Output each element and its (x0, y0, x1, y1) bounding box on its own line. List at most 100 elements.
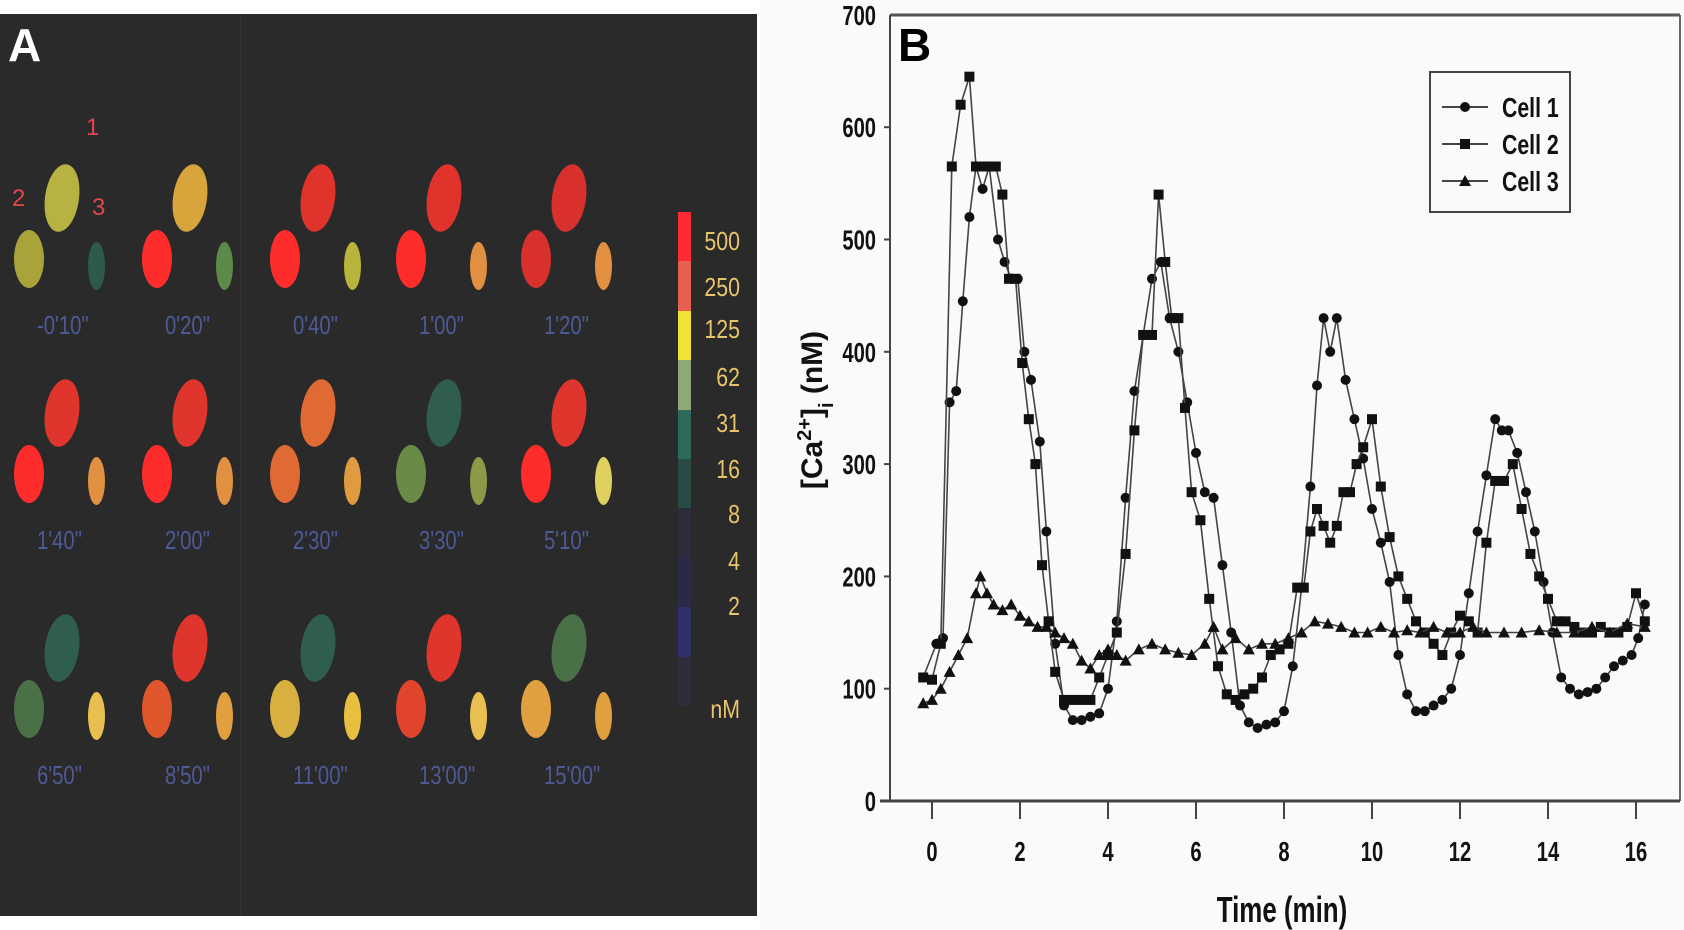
data-point-cell-3 (1005, 598, 1018, 610)
data-point-cell-1 (1270, 717, 1281, 728)
data-point-cell-3 (1172, 646, 1185, 658)
cell-2-image (396, 230, 426, 288)
cell-1-image (422, 376, 466, 450)
data-point-cell-1 (1582, 687, 1593, 698)
data-point-cell-2 (1499, 475, 1509, 486)
cell-number-label: 2 (12, 185, 26, 212)
data-point-cell-2 (1455, 610, 1465, 621)
data-point-cell-1 (1481, 470, 1492, 481)
data-point-cell-1 (1626, 650, 1637, 661)
data-point-cell-1 (1076, 715, 1087, 726)
data-point-cell-3 (1440, 626, 1453, 638)
data-point-cell-1 (1340, 374, 1351, 385)
data-point-cell-1 (1609, 661, 1619, 672)
data-point-cell-2 (997, 189, 1008, 200)
data-point-cell-2 (1030, 459, 1041, 470)
data-point-cell-2 (1587, 627, 1597, 638)
y-tick-label: 100 (842, 675, 876, 706)
data-point-cell-3 (1295, 626, 1308, 638)
data-point-cell-2 (1213, 661, 1223, 672)
data-point-cell-2 (1516, 504, 1527, 515)
data-point-cell-2 (1180, 402, 1190, 413)
cell-2-image (142, 230, 172, 288)
data-point-cell-1 (1490, 414, 1501, 425)
data-point-cell-2 (1358, 442, 1369, 453)
time-label: 15'00" (544, 760, 601, 790)
cell-2-image (142, 680, 172, 738)
panel-label-b: B (898, 19, 932, 71)
data-point-cell-3 (1093, 649, 1106, 661)
cell-3-image (88, 242, 105, 290)
x-tick-label: 2 (1014, 837, 1025, 868)
colorbar-tick-label: 31 (716, 408, 740, 438)
data-point-cell-1 (1393, 650, 1404, 661)
data-point-cell-1 (1226, 627, 1237, 638)
time-label: 1'40" (37, 525, 82, 555)
data-point-cell-3 (1308, 615, 1321, 627)
cell-1-image (547, 161, 591, 235)
cell-2-image (142, 445, 172, 503)
x-tick-label: 16 (1625, 837, 1647, 868)
data-point-cell-2 (1578, 627, 1589, 638)
data-point-cell-2 (1463, 616, 1474, 627)
data-point-cell-1 (1411, 706, 1421, 717)
colorbar-tick-label: 125 (704, 314, 740, 344)
data-point-cell-1 (1050, 638, 1061, 649)
colorbar-segment (678, 261, 691, 312)
data-point-cell-3 (1335, 620, 1348, 632)
data-point-cell-3 (1498, 626, 1510, 638)
cell-1-image (296, 376, 340, 450)
cell-1-image (40, 611, 84, 685)
y-tick-label: 300 (842, 450, 876, 481)
data-point-cell-3 (1414, 626, 1427, 638)
data-point-cell-3 (1084, 662, 1097, 674)
data-point-cell-3 (1550, 626, 1563, 638)
cell-1-image (422, 161, 466, 235)
data-point-cell-3 (1066, 637, 1079, 649)
data-point-cell-2 (977, 161, 988, 172)
data-point-cell-3 (1269, 637, 1282, 649)
colorbar-tick-label: 8 (728, 499, 740, 529)
data-point-cell-1 (1331, 313, 1342, 324)
colorbar-tick-label: 500 (704, 226, 740, 256)
cell-2-image (521, 230, 551, 288)
data-point-cell-1 (1252, 723, 1263, 734)
data-point-cell-1 (1120, 492, 1131, 503)
data-point-cell-3 (1515, 626, 1528, 638)
data-point-cell-2 (1428, 638, 1439, 649)
data-point-cell-2 (1331, 520, 1342, 531)
data-point-cell-2 (1613, 627, 1624, 638)
cell-number-label: 3 (92, 194, 106, 221)
data-point-cell-3 (1014, 609, 1026, 621)
data-point-cell-1 (1067, 715, 1078, 726)
data-point-cell-2 (1472, 627, 1483, 638)
data-point-cell-1 (1384, 577, 1395, 588)
colorbar-tick-label: 4 (728, 546, 740, 576)
data-point-cell-2 (1195, 515, 1206, 526)
cell-3-image (88, 692, 105, 740)
data-point-cell-3 (1480, 626, 1493, 638)
data-point-cell-1 (993, 234, 1003, 245)
y-tick-label: 400 (842, 338, 876, 369)
cell-3-image (595, 692, 612, 740)
data-point-cell-1 (951, 386, 962, 397)
data-point-cell-3 (1185, 649, 1198, 661)
data-point-cell-2 (1631, 588, 1641, 599)
data-point-cell-2 (1129, 425, 1140, 436)
y-tick-label: 500 (842, 225, 876, 256)
data-point-cell-1 (1305, 481, 1316, 492)
data-point-cell-3 (1348, 626, 1361, 638)
data-point-cell-3 (1638, 620, 1651, 632)
data-point-cell-2 (1560, 616, 1571, 627)
legend-marker (1460, 139, 1470, 149)
data-point-cell-1 (1103, 683, 1113, 694)
data-point-cell-2 (1059, 694, 1069, 705)
panel-a-calcium-imaging: -0'10" 0'20" 0'40" 1'00" 1'20" 1'40" 2'00" 2'30… (0, 14, 757, 916)
data-point-cell-1 (1261, 719, 1272, 730)
data-point-cell-2 (927, 674, 937, 685)
data-point-cell-1 (1349, 414, 1360, 425)
data-point-cell-1 (1217, 560, 1228, 571)
data-point-cell-2 (1338, 487, 1349, 498)
cell-3-image (344, 242, 361, 290)
data-point-cell-2 (1534, 571, 1545, 582)
